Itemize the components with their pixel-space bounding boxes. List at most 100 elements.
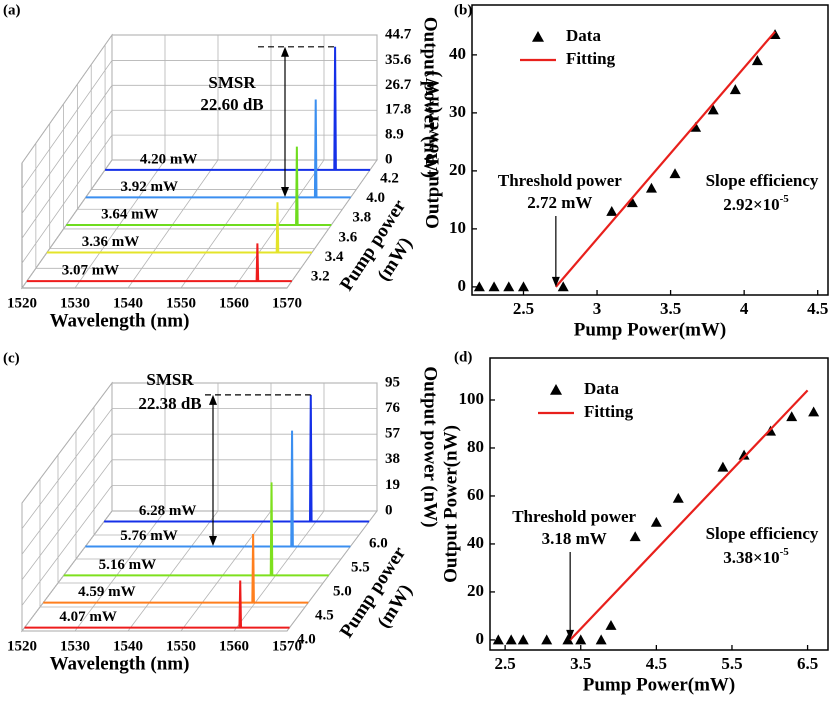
- spectrum-trace: [26, 243, 292, 283]
- trace-label: 5.76 mW: [120, 528, 178, 544]
- data-point: [492, 634, 504, 645]
- y-tick-label: 10: [449, 218, 466, 237]
- slope-mantissa: 3.38×10: [723, 548, 779, 567]
- z-tick-label: 6.0: [369, 535, 388, 551]
- x-tick-label: 3.5: [660, 299, 681, 318]
- z-tick-label: 4.2: [380, 170, 399, 186]
- smsr-value: 22.60 dB: [200, 95, 263, 114]
- slope-label: Slope efficiency: [706, 524, 819, 543]
- slope-value: 2.92×10-5: [723, 193, 789, 214]
- spectrum-trace: [66, 146, 332, 226]
- x-axis-title: Pump Power(mW): [583, 674, 736, 695]
- x-tick-label: 4.5: [807, 299, 828, 318]
- x-tick-label: 1520: [7, 638, 37, 654]
- y-tick-label: 17.8: [385, 102, 411, 118]
- z-tick-label: 5.0: [333, 583, 352, 599]
- threshold-label: Threshold power: [498, 171, 622, 190]
- data-point: [690, 121, 702, 132]
- grid-line: [21, 35, 113, 289]
- y-axis-title: Output power (nW): [420, 366, 441, 527]
- slope-value: 3.38×10-5: [723, 546, 789, 567]
- x-tick-label: 2.5: [513, 299, 534, 318]
- y-tick-label: 40: [449, 44, 466, 63]
- data-point: [517, 281, 529, 292]
- spectrum-trace: [63, 482, 329, 577]
- z-tick-label: 3.6: [339, 229, 358, 245]
- trace-label: 3.36 mW: [82, 234, 140, 250]
- y-tick-label: 80: [467, 437, 484, 456]
- panel-label: (d): [454, 349, 472, 365]
- grid-line: [75, 431, 341, 560]
- x-tick-label: 1530: [60, 638, 90, 654]
- x-tick-label: 2.5: [494, 654, 515, 673]
- x-tick-label: 3: [593, 299, 602, 318]
- y-tick-label: 26.7: [385, 77, 412, 93]
- trace-label: 3.64 mW: [101, 206, 159, 222]
- grid-line: [180, 35, 272, 289]
- grid-line: [21, 503, 287, 632]
- y-tick-label: 57: [385, 426, 401, 442]
- y-tick-label: 0: [385, 151, 393, 167]
- arrow-head: [566, 629, 575, 640]
- data-point: [751, 55, 763, 66]
- y-tick-label: 44.7: [385, 26, 412, 42]
- legend-label: Data: [566, 26, 601, 45]
- y-axis-title: Output Power(nW): [440, 425, 461, 583]
- spectrum-trace: [46, 202, 312, 254]
- grid-line: [127, 383, 219, 632]
- data-point: [626, 197, 638, 208]
- y-tick-label: 38: [385, 451, 400, 467]
- data-point: [645, 182, 657, 193]
- plot-frame: [471, 4, 829, 296]
- slope-mantissa: 2.92×10: [723, 195, 779, 214]
- data-point: [541, 634, 553, 645]
- y-tick-label: 100: [459, 389, 485, 408]
- trace-label: 4.59 mW: [78, 584, 136, 600]
- data-point: [729, 84, 741, 95]
- trace-label: 5.16 mW: [99, 557, 157, 573]
- z-tick-label: 3.2: [311, 269, 330, 285]
- y-tick-label: 76: [385, 400, 401, 416]
- z-tick-label: 3.4: [325, 249, 344, 265]
- grid-line: [127, 35, 219, 289]
- grid-line: [233, 383, 325, 632]
- x-tick-label: 4: [740, 299, 749, 318]
- data-point: [605, 620, 617, 630]
- legend-label: Fitting: [566, 49, 616, 68]
- trace-label: 3.07 mW: [62, 263, 120, 279]
- y-tick-label: 0: [385, 502, 393, 518]
- z-tick-label: 4.5: [315, 607, 334, 623]
- data-point: [488, 281, 500, 292]
- legend-label: Data: [584, 379, 619, 398]
- x-tick-label: 1550: [166, 638, 196, 654]
- spectrum-trace: [105, 46, 371, 171]
- plot-frame: [489, 357, 829, 651]
- threshold-label: Threshold power: [512, 507, 636, 526]
- x-axis-title: Wavelength (nm): [50, 310, 190, 331]
- data-point: [808, 406, 820, 417]
- smsr-value: 22.38 dB: [138, 394, 201, 413]
- data-point: [650, 516, 662, 527]
- y-axis-title: Output power (nW): [420, 17, 441, 178]
- y-tick-label: 0: [458, 276, 467, 295]
- panel-label: (a): [3, 2, 21, 18]
- spectrum-trace: [85, 430, 351, 548]
- y-tick-label: 30: [449, 102, 466, 121]
- grid-line: [93, 407, 359, 536]
- data-point: [557, 281, 569, 292]
- grid-line: [90, 64, 357, 190]
- arrow-head: [209, 536, 217, 546]
- fit-line: [555, 30, 776, 288]
- z-tick-label: 5.5: [351, 559, 370, 575]
- smsr-label: SMSR: [208, 73, 256, 92]
- data-point: [786, 411, 798, 422]
- spectrum-trace: [24, 580, 290, 629]
- z-tick-label: 4.0: [366, 190, 385, 206]
- grid-line: [49, 123, 315, 250]
- grid-line: [74, 35, 166, 289]
- x-tick-label: 1560: [219, 295, 249, 311]
- data-point: [595, 634, 607, 645]
- spectrum-trace: [43, 533, 309, 604]
- z-tick-label: 4.0: [297, 631, 316, 647]
- data-point: [738, 449, 750, 460]
